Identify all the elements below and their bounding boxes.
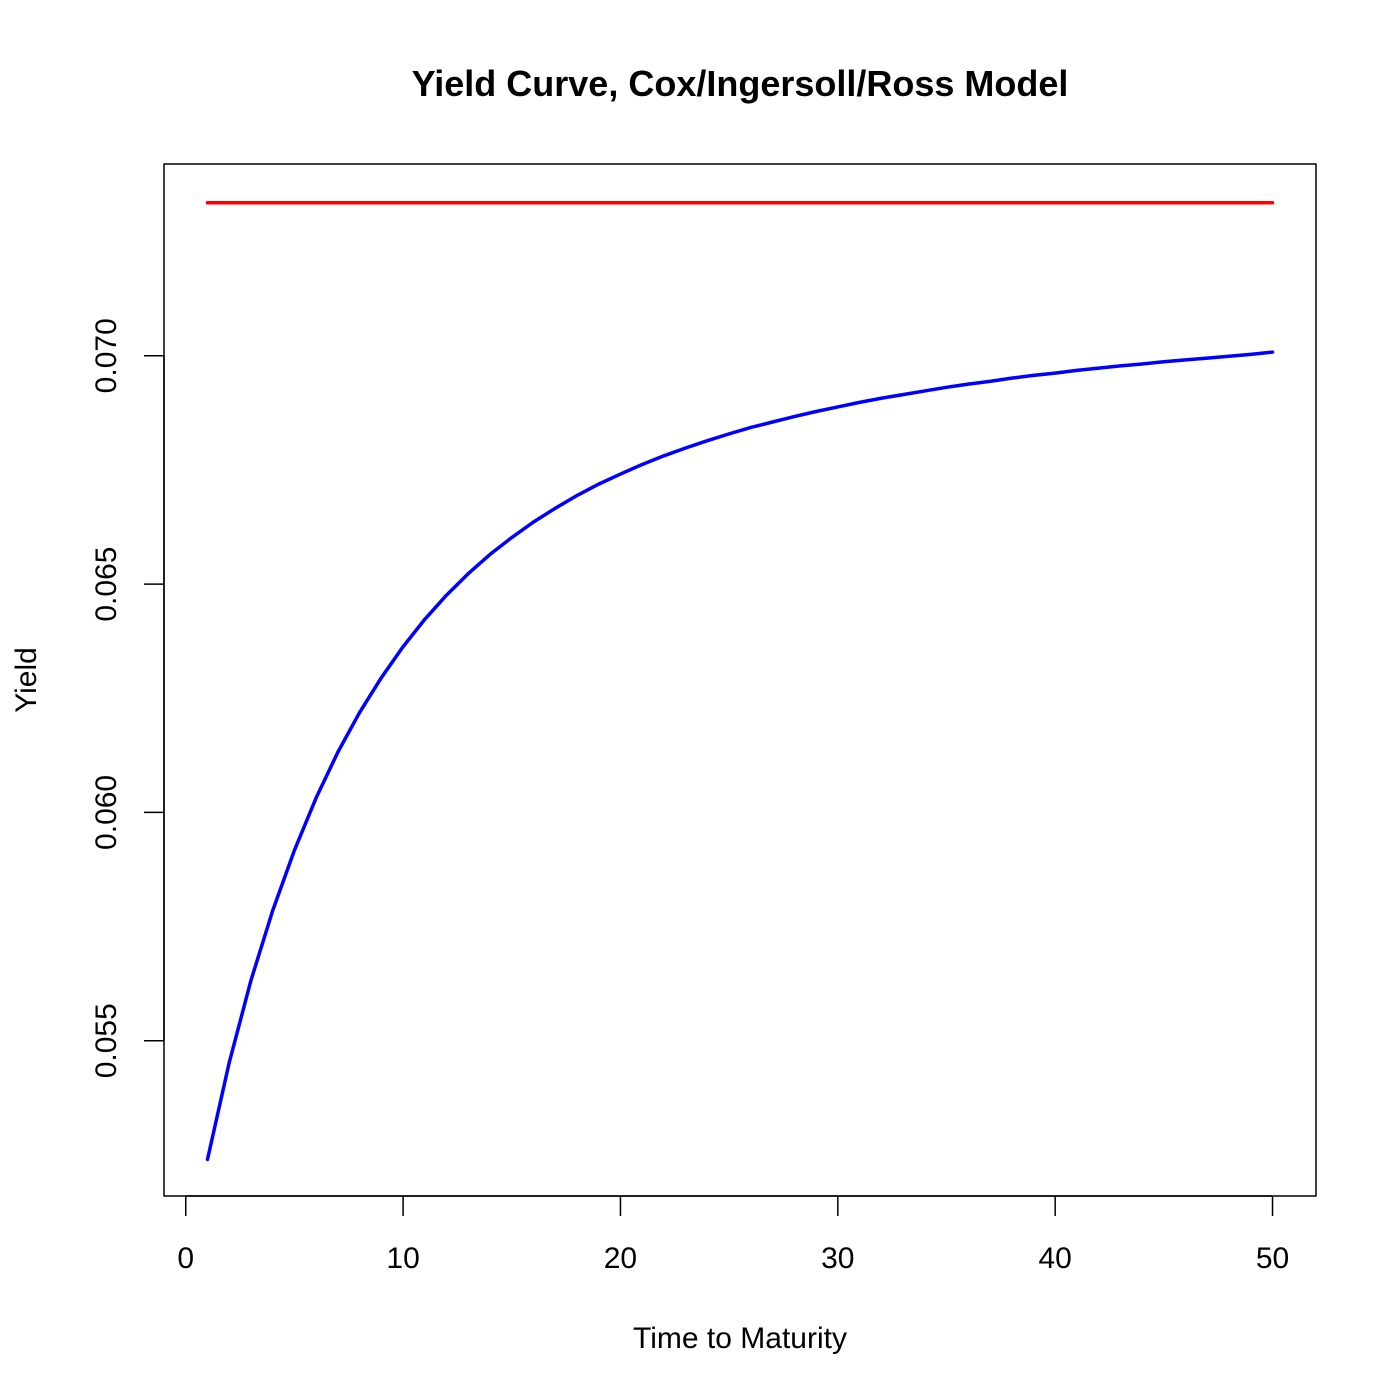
x-tick-label: 0: [177, 1242, 194, 1275]
y-tick-label: 0.060: [90, 775, 123, 850]
y-tick-label: 0.065: [90, 547, 123, 622]
x-axis: 0 10 20 30 40 50: [177, 1195, 1289, 1275]
chart-title: Yield Curve, Cox/Ingersoll/Ross Model: [412, 63, 1069, 104]
plot-area-border: [163, 163, 1317, 1197]
x-tick-label: 50: [1256, 1242, 1289, 1275]
x-axis-label: Time to Maturity: [633, 1322, 847, 1355]
x-tick-label: 20: [604, 1242, 637, 1275]
x-tick-label: 40: [1038, 1242, 1071, 1275]
y-axis: 0.055 0.060 0.065 0.070: [90, 318, 165, 1078]
y-axis-label: Yield: [10, 647, 43, 713]
y-tick-label: 0.070: [90, 318, 123, 393]
series-line-blue: [205, 350, 1275, 1162]
series-layer: [205, 201, 1275, 1162]
x-tick-label: 30: [821, 1242, 854, 1275]
x-tick-label: 10: [386, 1242, 419, 1275]
y-tick-label: 0.055: [90, 1003, 123, 1078]
